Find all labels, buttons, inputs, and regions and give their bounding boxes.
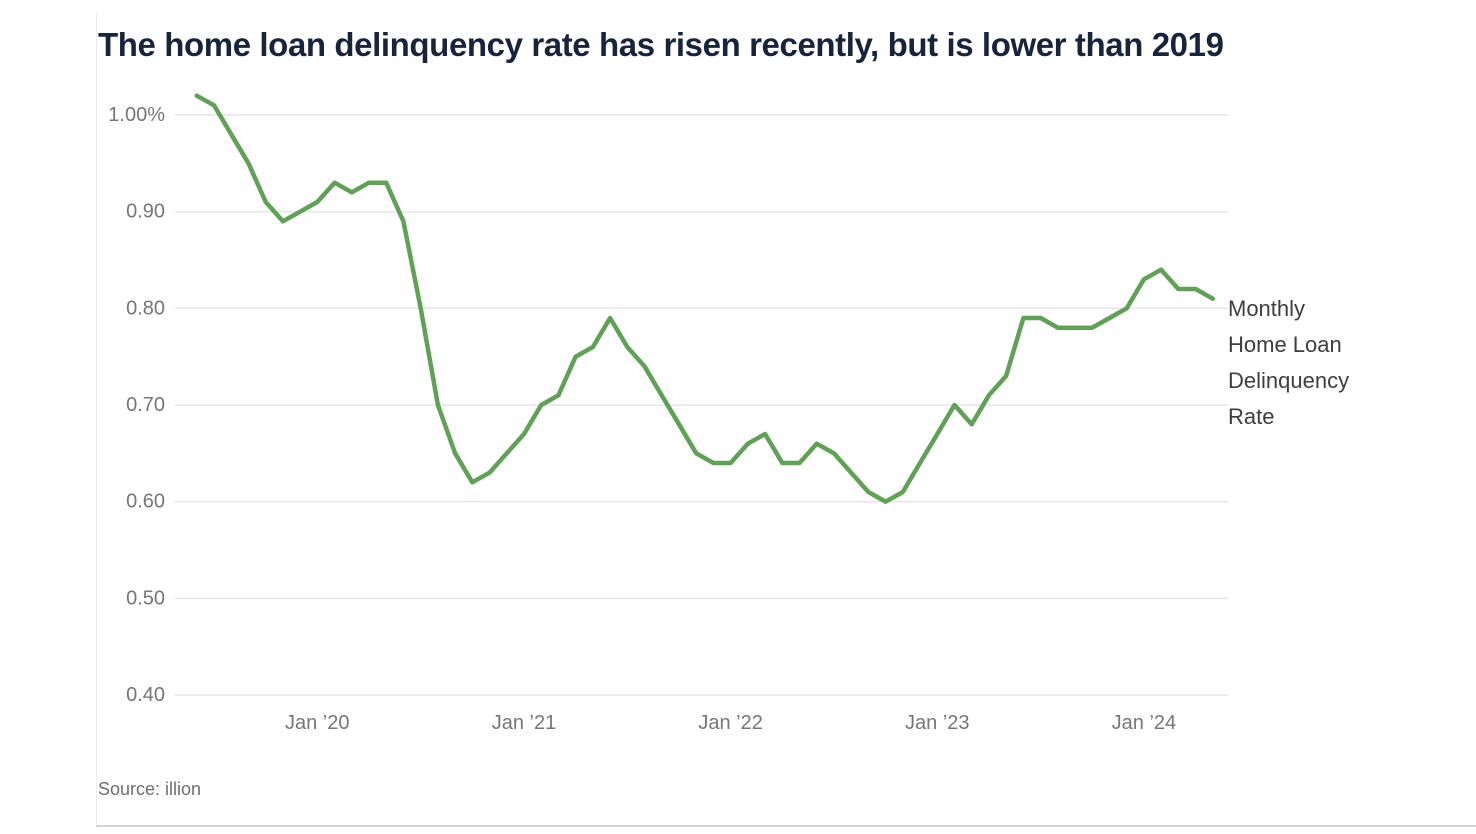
x-axis-tick-label: Jan ’24	[1112, 712, 1177, 734]
y-axis-tick-label: 0.70	[126, 394, 165, 416]
delinquency-rate-line	[194, 93, 1216, 504]
y-axis-tick-label: 0.40	[126, 684, 165, 706]
series-label-line: Monthly	[1228, 296, 1306, 321]
x-axis-tick-label: Jan ’22	[698, 712, 763, 734]
series-label-line: Delinquency	[1228, 368, 1350, 393]
series-label: Monthly Home Loan Delinquency Rate	[1228, 291, 1428, 435]
y-axis-tick-label: 1.00%	[108, 104, 165, 126]
x-axis-tick-label: Jan ’20	[285, 712, 350, 734]
x-axis-tick-label: Jan ’21	[492, 712, 557, 734]
x-axis-tick-label: Jan ’23	[905, 712, 970, 734]
y-axis-tick-label: 0.90	[126, 201, 165, 223]
figure-bottom-border	[96, 825, 1476, 827]
series-label-line: Rate	[1228, 404, 1275, 429]
y-axis-tick-label: 0.50	[126, 587, 165, 609]
y-axis-tick-label: 0.80	[126, 297, 165, 319]
figure-left-border	[96, 12, 97, 827]
y-axis-tick-label: 0.60	[126, 491, 165, 513]
series-label-line: Home Loan	[1228, 332, 1342, 357]
chart-title: The home loan delinquency rate has risen…	[98, 26, 1224, 63]
source-attribution: Source: illion	[98, 779, 202, 799]
